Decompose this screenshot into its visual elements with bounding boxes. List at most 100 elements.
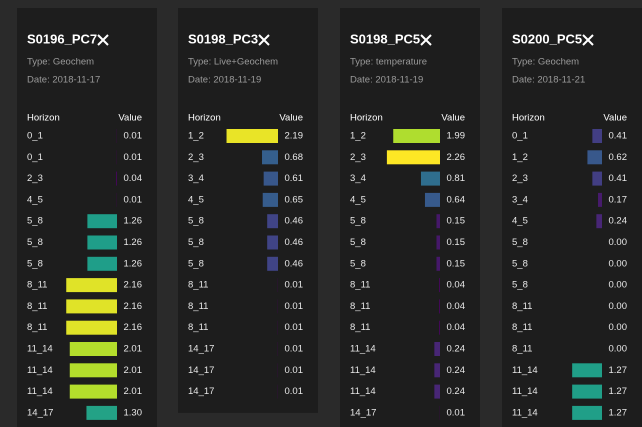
value-bar [439, 278, 440, 293]
value-cell: 2.01 [124, 365, 143, 376]
value-cell: 0.68 [285, 152, 304, 163]
horizon-cell: 5_8 [512, 280, 528, 291]
panel-title: S0196_PC7 [27, 31, 97, 46]
value-cell: 0.65 [285, 194, 304, 205]
horizon-cell: 11_14 [512, 365, 538, 376]
horizon-cell: 8_11 [27, 301, 47, 312]
value-bar [436, 214, 440, 229]
horizon-cell: 8_11 [350, 301, 370, 312]
value-cell: 2.16 [124, 280, 143, 291]
value-cell: 2.16 [124, 301, 143, 312]
close-button[interactable] [258, 34, 270, 46]
value-bar [263, 171, 278, 186]
value-cell: 0.46 [285, 237, 304, 248]
horizon-cell: 2_3 [27, 173, 43, 184]
panel-bg [178, 8, 318, 413]
value-cell: 0.15 [447, 258, 466, 269]
value-bar [420, 171, 440, 186]
horizon-cell: 11_14 [350, 386, 376, 397]
value-cell: 0.00 [609, 280, 628, 291]
panel-date: Date: 2018-11-19 [188, 75, 261, 86]
panel: S0198_PC3 Type: Live+Geochem Date: 2018-11… [178, 8, 318, 413]
close-icon[interactable] [258, 34, 270, 46]
horizon-cell: 11_14 [27, 365, 53, 376]
horizon-cell: 14_17 [188, 365, 214, 376]
value-cell: 0.04 [124, 173, 143, 184]
horizon-cell: 0_1 [27, 152, 43, 163]
horizon-cell: 5_8 [188, 258, 204, 269]
close-button[interactable] [582, 34, 594, 46]
value-bar [587, 150, 602, 165]
horizon-cell: 11_14 [27, 386, 53, 397]
value-cell: 1.26 [124, 258, 143, 269]
value-bar [87, 235, 117, 250]
close-button[interactable] [97, 34, 109, 46]
value-bar [66, 278, 117, 293]
horizon-cell: 5_8 [512, 258, 528, 269]
value-cell: 0.01 [447, 407, 466, 418]
value-cell: 0.01 [124, 194, 143, 205]
value-bar [69, 384, 117, 399]
horizon-cell: 11_14 [350, 365, 376, 376]
horizon-cell: 8_11 [512, 301, 532, 312]
horizon-cell: 8_11 [27, 322, 47, 333]
value-cell: 0.15 [447, 237, 466, 248]
value-bar [267, 235, 278, 250]
horizon-cell: 14_17 [188, 386, 214, 397]
value-cell: 0.01 [285, 344, 304, 355]
panel-type: Type: Geochem [512, 57, 579, 68]
header-horizon: Horizon [512, 113, 545, 124]
panel-type: Type: Geochem [27, 57, 94, 68]
horizon-cell: 1_2 [512, 152, 528, 163]
value-cell: 2.01 [124, 386, 143, 397]
value-cell: 1.99 [447, 131, 466, 142]
horizon-cell: 14_17 [188, 344, 214, 355]
panel-date: Date: 2018-11-17 [27, 75, 100, 86]
horizon-cell: 5_8 [188, 237, 204, 248]
value-cell: 0.01 [285, 365, 304, 376]
value-bar [434, 384, 440, 399]
value-cell: 0.61 [285, 173, 304, 184]
header-horizon: Horizon [188, 113, 221, 124]
horizon-cell: 5_8 [512, 237, 528, 248]
close-icon[interactable] [97, 34, 109, 46]
close-icon[interactable] [582, 34, 594, 46]
header-value: Value [441, 113, 465, 124]
value-bar [436, 235, 440, 250]
value-cell: 1.30 [124, 407, 143, 418]
close-button[interactable] [420, 34, 432, 46]
value-cell: 1.26 [124, 237, 143, 248]
horizon-cell: 2_3 [188, 152, 204, 163]
horizon-cell: 4_5 [188, 194, 204, 205]
close-icon[interactable] [420, 34, 432, 46]
value-cell: 0.01 [285, 301, 304, 312]
value-cell: 2.16 [124, 322, 143, 333]
horizon-cell: 3_4 [188, 173, 204, 184]
header-value: Value [118, 113, 142, 124]
header-horizon: Horizon [350, 113, 383, 124]
value-bar [393, 129, 440, 143]
value-bar [267, 256, 278, 271]
panel-type: Type: Live+Geochem [188, 57, 278, 68]
panel-type: Type: temperature [350, 57, 427, 68]
value-cell: 0.62 [609, 152, 628, 163]
panel-title: S0198_PC5 [350, 31, 420, 46]
value-bar [439, 299, 440, 314]
value-cell: 0.01 [285, 280, 304, 291]
value-bar [592, 129, 602, 143]
horizon-cell: 2_3 [350, 152, 366, 163]
horizon-cell: 14_17 [27, 407, 53, 418]
value-bar [116, 171, 117, 186]
horizon-cell: 4_5 [27, 194, 43, 205]
panel: S0196_PC7 Type: Geochem Date: 2018-11-17 Ho… [17, 8, 157, 427]
horizon-cell: 0_1 [27, 131, 43, 142]
horizon-cell: 5_8 [27, 237, 43, 248]
horizon-cell: 1_2 [188, 131, 204, 142]
value-cell: 2.19 [285, 131, 304, 142]
value-bar [572, 405, 602, 420]
value-cell: 0.15 [447, 216, 466, 227]
panel-title: S0200_PC5 [512, 31, 582, 46]
value-bar [262, 150, 278, 165]
value-bar [87, 256, 117, 271]
panel: S0198_PC5 Type: temperature Date: 2018-11-… [340, 8, 480, 427]
